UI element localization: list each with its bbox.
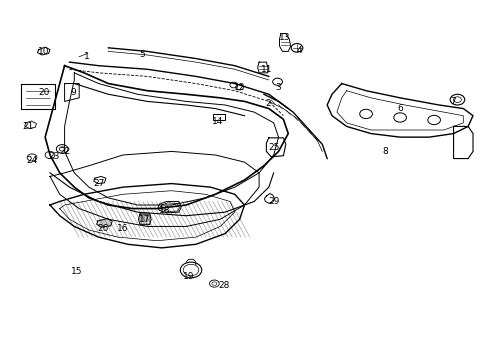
Text: 26: 26 (98, 224, 109, 233)
Text: 13: 13 (278, 33, 289, 42)
Text: 21: 21 (22, 122, 34, 131)
Text: 1: 1 (83, 52, 89, 61)
Text: 15: 15 (71, 267, 82, 276)
Text: 25: 25 (267, 143, 279, 152)
Text: 20: 20 (39, 88, 50, 97)
Text: 18: 18 (158, 206, 170, 215)
Text: 5: 5 (139, 50, 145, 59)
Text: 11: 11 (260, 65, 272, 74)
FancyBboxPatch shape (212, 114, 224, 120)
Text: 7: 7 (450, 97, 455, 106)
Text: 28: 28 (218, 281, 229, 290)
Text: 16: 16 (117, 224, 128, 233)
Text: 4: 4 (296, 46, 301, 55)
Text: 24: 24 (26, 156, 37, 165)
Text: 19: 19 (183, 272, 194, 281)
Text: 9: 9 (70, 88, 76, 97)
Text: 23: 23 (48, 152, 60, 161)
Text: 22: 22 (59, 147, 70, 156)
Text: 8: 8 (382, 147, 387, 156)
Text: 12: 12 (233, 83, 245, 92)
Text: 3: 3 (275, 83, 281, 92)
Text: 14: 14 (212, 117, 223, 126)
Text: 17: 17 (139, 215, 150, 224)
Text: 6: 6 (396, 104, 402, 113)
Text: 27: 27 (93, 179, 104, 188)
Text: 10: 10 (39, 47, 50, 56)
Text: 2: 2 (264, 99, 270, 108)
Text: 29: 29 (267, 197, 279, 206)
